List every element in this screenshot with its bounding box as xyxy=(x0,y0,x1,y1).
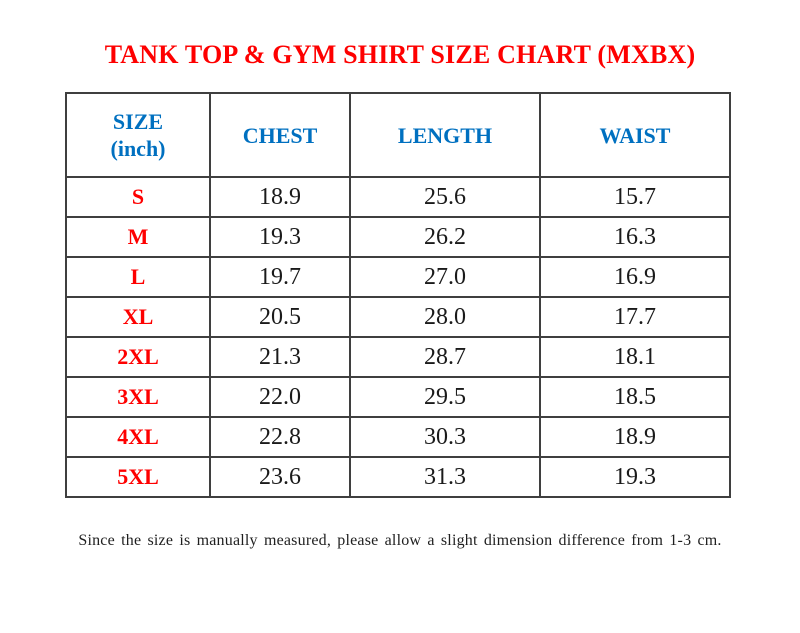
chest-value: 18.9 xyxy=(209,176,351,218)
column-header-size-line2: (inch) xyxy=(110,136,166,161)
chest-value: 23.6 xyxy=(209,456,351,498)
waist-value: 16.3 xyxy=(539,216,731,258)
size-label: S xyxy=(65,176,211,218)
waist-value: 17.7 xyxy=(539,296,731,338)
length-value: 26.2 xyxy=(349,216,541,258)
size-label: 5XL xyxy=(65,456,211,498)
size-label: 4XL xyxy=(65,416,211,458)
chest-value: 19.3 xyxy=(209,216,351,258)
table-row: 4XL 22.8 30.3 18.9 xyxy=(65,416,731,458)
measurement-note: Since the size is manually measured, ple… xyxy=(78,532,722,549)
length-value: 25.6 xyxy=(349,176,541,218)
waist-value: 16.9 xyxy=(539,256,731,298)
table-row: 5XL 23.6 31.3 19.3 xyxy=(65,456,731,498)
table-row: 3XL 22.0 29.5 18.5 xyxy=(65,376,731,418)
length-value: 28.0 xyxy=(349,296,541,338)
waist-value: 18.5 xyxy=(539,376,731,418)
table-row: S 18.9 25.6 15.7 xyxy=(65,176,731,218)
table-row: 2XL 21.3 28.7 18.1 xyxy=(65,336,731,378)
column-header-size-line1: SIZE xyxy=(112,109,164,134)
length-value: 28.7 xyxy=(349,336,541,378)
length-value: 27.0 xyxy=(349,256,541,298)
chest-value: 22.0 xyxy=(209,376,351,418)
chest-value: 20.5 xyxy=(209,296,351,338)
table-row: XL 20.5 28.0 17.7 xyxy=(65,296,731,338)
page-title: TANK TOP & GYM SHIRT SIZE CHART (MXBX) xyxy=(104,40,696,69)
column-header-chest: CHEST xyxy=(209,92,351,178)
size-label: L xyxy=(65,256,211,298)
size-label: 3XL xyxy=(65,376,211,418)
size-label: XL xyxy=(65,296,211,338)
length-value: 30.3 xyxy=(349,416,541,458)
chest-value: 22.8 xyxy=(209,416,351,458)
length-value: 31.3 xyxy=(349,456,541,498)
chest-value: 19.7 xyxy=(209,256,351,298)
waist-value: 18.9 xyxy=(539,416,731,458)
size-label: M xyxy=(65,216,211,258)
table-row: L 19.7 27.0 16.9 xyxy=(65,256,731,298)
header-row: SIZE (inch) CHEST LENGTH WAIST xyxy=(65,92,731,178)
column-header-waist: WAIST xyxy=(539,92,731,178)
waist-value: 15.7 xyxy=(539,176,731,218)
table-row: M 19.3 26.2 16.3 xyxy=(65,216,731,258)
column-header-length: LENGTH xyxy=(349,92,541,178)
length-value: 29.5 xyxy=(349,376,541,418)
column-header-size: SIZE (inch) xyxy=(65,92,211,178)
chest-value: 21.3 xyxy=(209,336,351,378)
waist-value: 18.1 xyxy=(539,336,731,378)
size-chart-table: SIZE (inch) CHEST LENGTH WAIST S 18.9 25… xyxy=(65,92,731,498)
size-label: 2XL xyxy=(65,336,211,378)
waist-value: 19.3 xyxy=(539,456,731,498)
